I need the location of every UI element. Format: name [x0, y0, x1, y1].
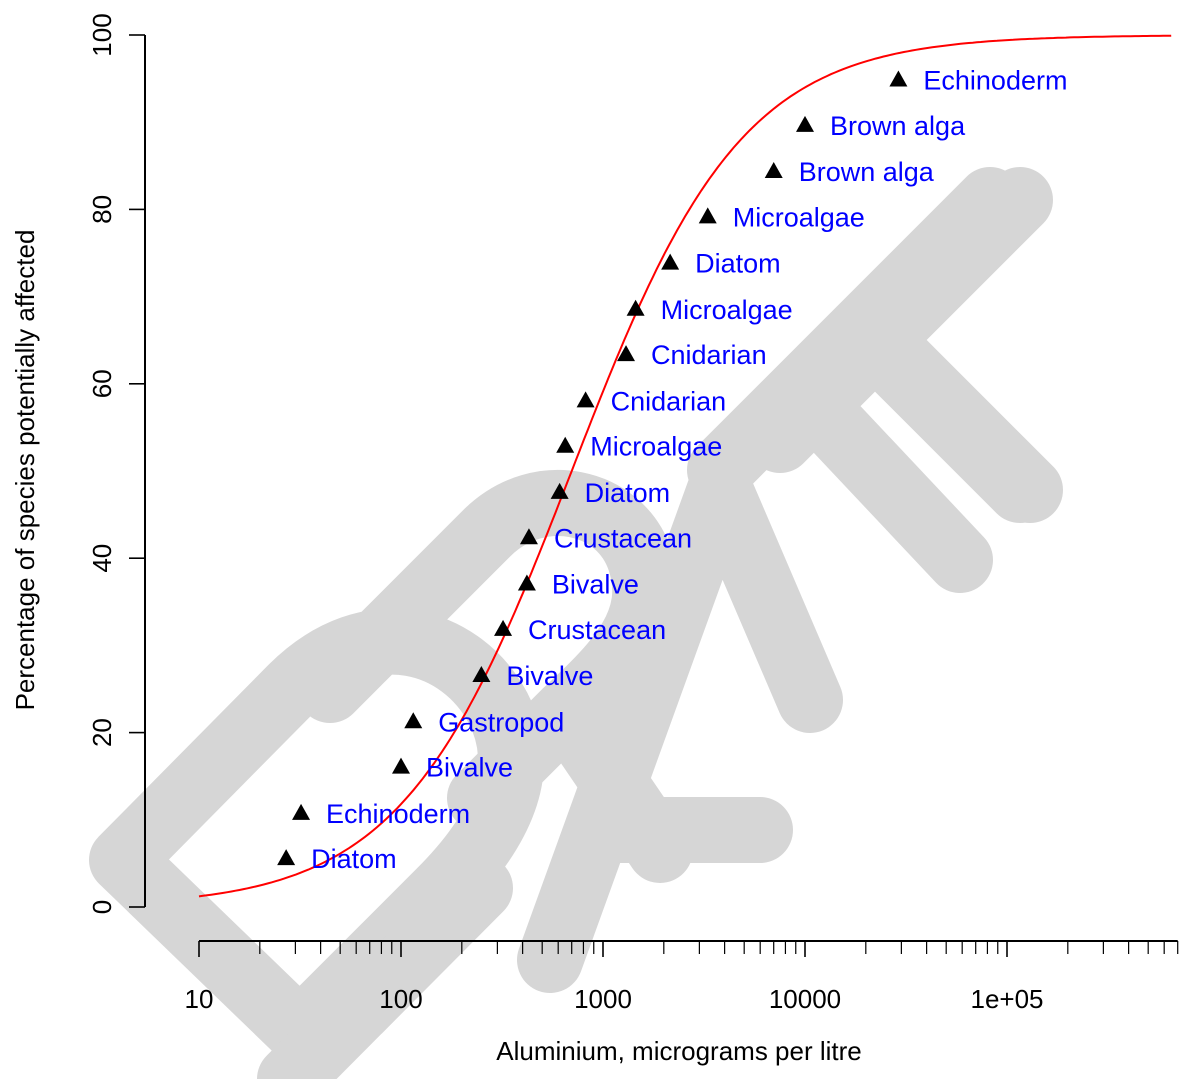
data-point-marker [472, 666, 491, 683]
data-points-group: Diatom Echinoderm Bivalve Gastropod Bivalve C… [277, 65, 1067, 874]
data-point-marker [494, 619, 513, 636]
x-axis-title: Aluminium, micrograms per litre [496, 1036, 862, 1066]
data-point-marker [392, 757, 410, 774]
data-point-label: Bivalve [506, 661, 593, 691]
data-point-marker [277, 849, 296, 866]
data-point-label: Crustacean [554, 523, 692, 553]
data-point-marker [626, 299, 645, 316]
data-point-marker [292, 803, 311, 820]
data-point-label: Microalgae [661, 295, 793, 325]
x-tick-label: 1e+05 [970, 984, 1043, 1014]
fitted-curve-group [198, 34, 1172, 898]
data-point-label: Bivalve [552, 569, 639, 599]
x-tick-label: 1000 [574, 984, 632, 1014]
data-point-label: Crustacean [528, 615, 666, 645]
x-tick-label: 10000 [769, 984, 841, 1014]
axes-group: 10 100 1000 10000 1e+05 0 20 40 60 80 100 [87, 13, 1179, 1014]
data-point-label: Diatom [311, 844, 397, 874]
data-point-label: Brown alga [799, 157, 935, 187]
y-tick-label: 60 [87, 369, 117, 398]
y-tick-label: 20 [87, 718, 117, 747]
fitted-curve-line [198, 34, 1172, 898]
y-tick-label: 0 [87, 900, 117, 914]
data-point-label: Bivalve [426, 753, 513, 783]
data-point-marker [576, 391, 595, 408]
y-tick-label: 80 [87, 195, 117, 224]
data-point-marker [764, 162, 783, 179]
data-point-marker [889, 70, 908, 87]
x-tick-label: 10 [185, 984, 214, 1014]
data-point-label: Microalgae [590, 432, 722, 462]
data-point-marker [519, 528, 538, 545]
data-point-marker [698, 207, 717, 224]
x-tick-label: 100 [379, 984, 422, 1014]
data-point-marker [550, 482, 569, 499]
data-point-marker [796, 115, 814, 132]
y-tick-label: 40 [87, 544, 117, 573]
data-point-label: Echinoderm [326, 799, 470, 829]
data-point-label: Cnidarian [611, 386, 727, 416]
data-point-marker [517, 574, 536, 591]
data-point-marker [556, 436, 575, 453]
data-point-label: Echinoderm [923, 65, 1067, 95]
data-point-label: Gastropod [438, 707, 564, 737]
data-point-marker [617, 345, 636, 362]
draft-watermark [89, 167, 1063, 1079]
data-point-label: Brown alga [830, 111, 966, 141]
data-point-label: Diatom [695, 249, 781, 279]
y-tick-label: 100 [87, 13, 117, 56]
data-point-label: Cnidarian [651, 340, 767, 370]
data-point-marker [404, 712, 423, 729]
y-axis-title: Percentage of species potentially affect… [10, 230, 40, 711]
data-point-marker [661, 253, 680, 270]
watermark-letter-t [747, 167, 1063, 523]
data-point-label: Microalgae [733, 202, 865, 232]
data-point-label: Diatom [585, 478, 671, 508]
